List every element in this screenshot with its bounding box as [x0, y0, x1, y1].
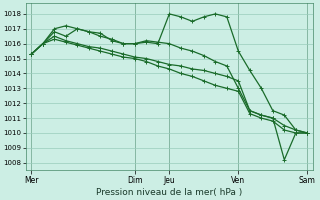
X-axis label: Pression niveau de la mer( hPa ): Pression niveau de la mer( hPa ): [96, 188, 243, 197]
